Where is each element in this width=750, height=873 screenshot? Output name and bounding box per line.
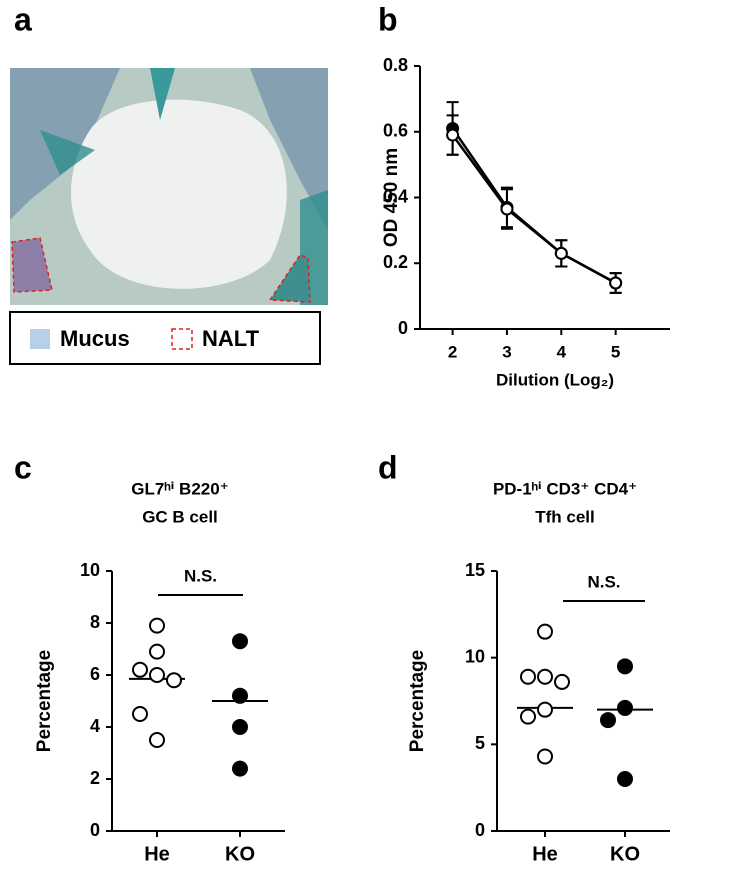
y-tick-label: 5 [475, 733, 485, 753]
point [520, 708, 536, 725]
point [537, 701, 553, 718]
y-tick-label: 0.2 [383, 252, 408, 272]
legend-label: NALT [202, 326, 260, 351]
point [232, 687, 248, 704]
point [537, 623, 553, 640]
y-tick-label: 4 [90, 716, 100, 736]
y-tick-label: 15 [465, 560, 485, 580]
y-tick-label: 0.4 [383, 186, 408, 206]
y-tick-label: 0 [398, 318, 408, 338]
point [446, 128, 460, 142]
panel-label: a [14, 1, 32, 37]
point [132, 706, 148, 722]
chart-title: GC B cell [142, 507, 218, 526]
panel-label: c [14, 449, 32, 485]
y-tick-label: 0 [475, 820, 485, 840]
y-tick-label: 6 [90, 664, 100, 684]
point [149, 667, 165, 683]
image-legend: Mucus NALT [9, 311, 321, 365]
point [537, 668, 553, 685]
y-tick-label: 0.6 [383, 121, 408, 141]
y-tick-label: 10 [465, 646, 485, 666]
y-tick-label: 2 [90, 768, 100, 788]
point [166, 672, 182, 689]
legend-label: Mucus [60, 326, 130, 351]
chart-title: Tfh cell [535, 507, 595, 526]
panel-label: d [378, 449, 398, 485]
point [537, 748, 553, 765]
point [617, 658, 633, 675]
axes [419, 66, 670, 330]
y-tick-label: 0 [90, 820, 100, 840]
y-tick-label: 8 [90, 612, 100, 632]
chart-title: GL7ʰⁱ B220⁺ [131, 479, 228, 498]
series-line [451, 134, 617, 285]
chart-title: PD-1ʰⁱ CD3⁺ CD4⁺ [493, 479, 637, 498]
y-axis-label: Percentage [407, 650, 428, 752]
y-tick-label: 0.8 [383, 55, 408, 75]
point [520, 668, 536, 685]
point [554, 673, 570, 690]
point [232, 760, 248, 777]
point [149, 732, 165, 748]
point [232, 719, 248, 735]
x-tick-label: 3 [502, 342, 511, 361]
x-tick-label: KO [610, 843, 640, 865]
annotation: N.S. [184, 566, 217, 585]
x-tick-label: KO [225, 843, 255, 865]
x-axis-label: Dilution (Log₂) [496, 370, 614, 389]
point [609, 276, 623, 290]
point [500, 202, 514, 216]
axes [496, 571, 670, 832]
x-tick-label: 2 [448, 342, 457, 361]
histology-image [10, 68, 328, 305]
panel-label: b [378, 1, 398, 37]
annotation: N.S. [587, 572, 620, 591]
x-tick-label: 4 [557, 342, 567, 361]
point [149, 643, 165, 660]
x-tick-label: He [532, 843, 558, 865]
series-line [451, 127, 617, 285]
point [149, 617, 165, 634]
point [554, 246, 568, 260]
y-axis-label: OD 450 nm [381, 148, 402, 247]
y-tick-label: 10 [80, 560, 100, 580]
point [132, 661, 148, 678]
point [232, 633, 248, 650]
y-axis-label: Percentage [34, 650, 55, 752]
point [617, 699, 633, 716]
point [617, 771, 633, 787]
x-tick-label: 5 [611, 342, 620, 361]
x-tick-label: He [144, 843, 170, 865]
point [600, 712, 616, 729]
